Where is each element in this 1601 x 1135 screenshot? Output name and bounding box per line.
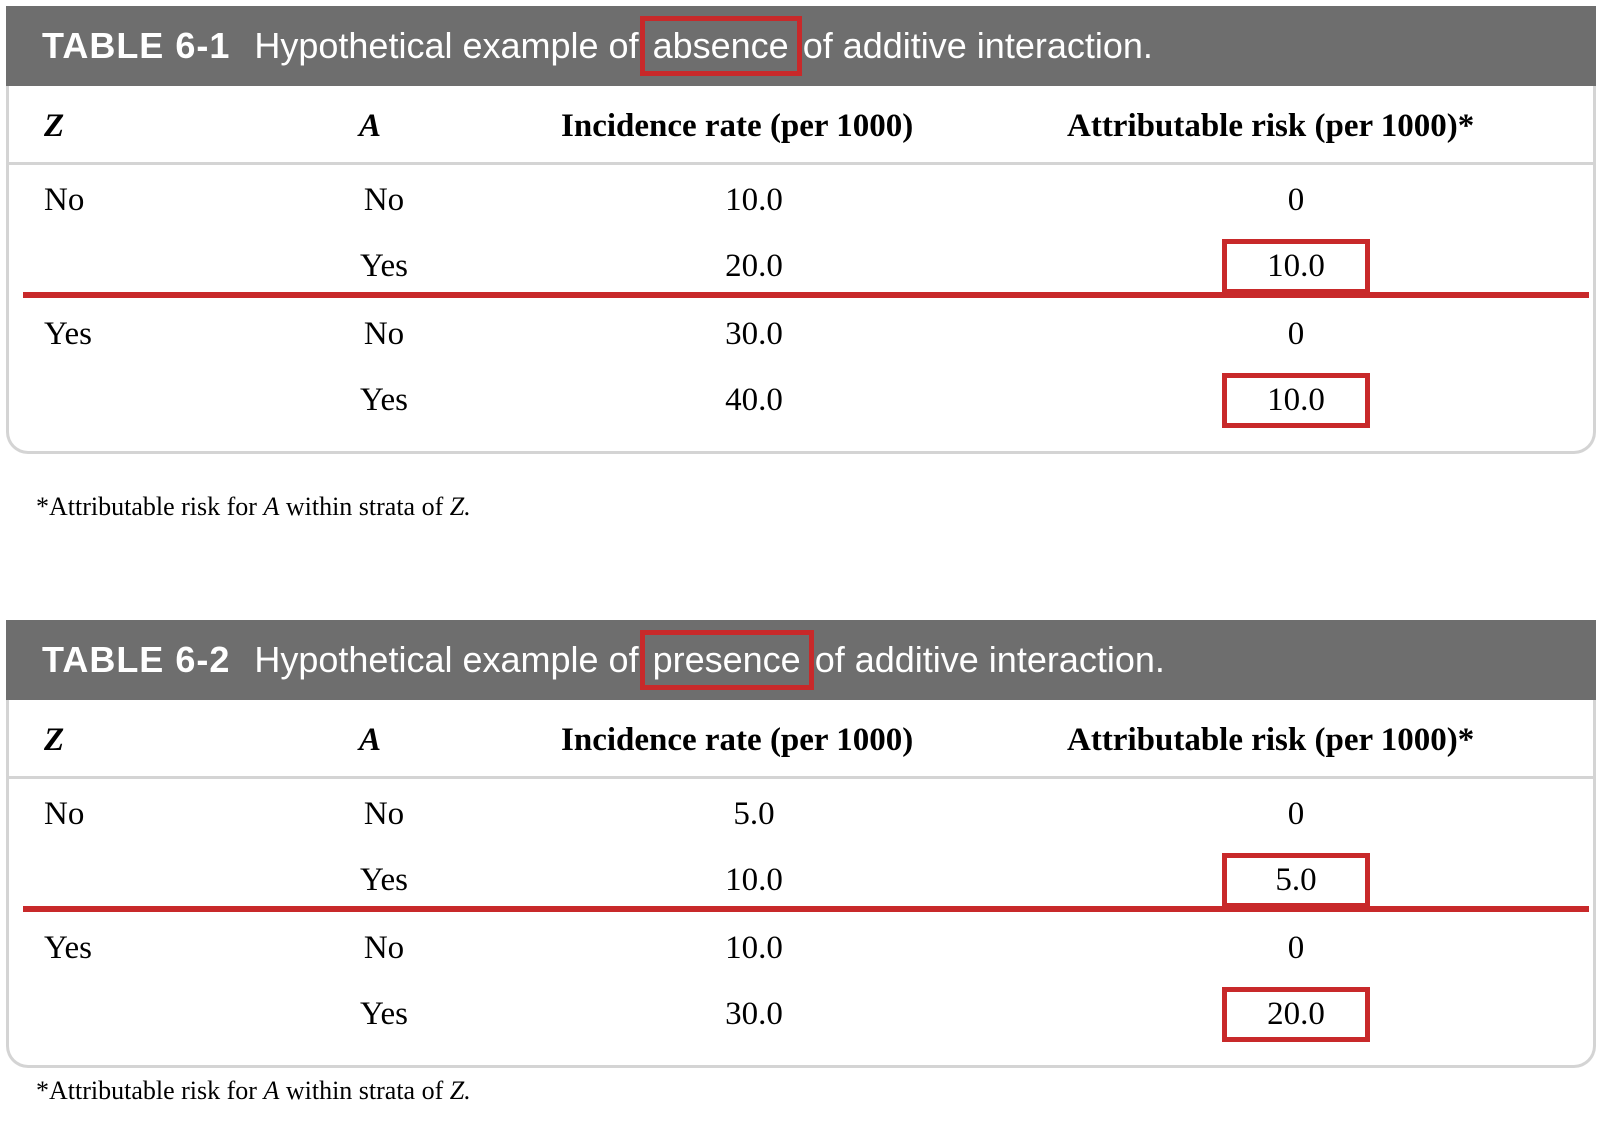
cell-attributable-risk: 0 — [1287, 316, 1305, 352]
stratum-divider — [23, 906, 1589, 912]
header-a: A — [359, 108, 382, 144]
title-text-post: of additive interaction. — [804, 639, 1165, 680]
cell-a: Yes — [359, 996, 409, 1032]
header-row: Z A Incidence rate (per 1000) Attributab… — [9, 700, 1593, 779]
table-title-bar: TABLE 6-1 Hypothetical example of absenc… — [6, 6, 1596, 86]
cell-z: No — [44, 796, 85, 832]
table-row: Yes 40.0 10.0 — [9, 368, 1593, 434]
title-highlight: absence — [639, 16, 802, 76]
cell-z: No — [44, 182, 85, 218]
footnote-mid: within strata of — [279, 1076, 450, 1105]
title-highlight: presence — [639, 630, 814, 690]
table-row: Yes No 30.0 0 — [9, 302, 1593, 368]
footnote-z: Z. — [449, 1076, 471, 1105]
table-row: No No 5.0 0 — [9, 782, 1593, 848]
cell-a: No — [363, 182, 405, 218]
header-attributable-risk: Attributable risk (per 1000)* — [1067, 108, 1475, 144]
title-text-pre: Hypothetical example of — [254, 25, 649, 66]
header-a: A — [359, 722, 382, 758]
table-row: Yes 30.0 20.0 — [9, 982, 1593, 1048]
header-incidence: Incidence rate (per 1000) — [561, 108, 914, 144]
cell-z: Yes — [44, 930, 93, 966]
table-row: Yes 10.0 5.0 — [9, 848, 1593, 914]
cell-incidence: 20.0 — [725, 248, 783, 284]
cell-a: No — [363, 316, 405, 352]
cell-incidence: 10.0 — [725, 182, 783, 218]
header-z: Z — [44, 108, 65, 144]
header-row: Z A Incidence rate (per 1000) Attributab… — [9, 86, 1593, 165]
table-row: No No 10.0 0 — [9, 168, 1593, 234]
table-number: TABLE 6-2 — [42, 639, 231, 680]
cell-attributable-risk-highlighted: 10.0 — [1222, 239, 1370, 294]
cell-incidence: 5.0 — [733, 796, 775, 832]
cell-a: No — [363, 796, 405, 832]
cell-attributable-risk-highlighted: 20.0 — [1222, 987, 1370, 1042]
footnote-pre: *Attributable risk for — [36, 492, 264, 521]
table-row: Yes No 10.0 0 — [9, 916, 1593, 982]
cell-attributable-risk: 0 — [1287, 930, 1305, 966]
cell-incidence: 10.0 — [725, 930, 783, 966]
footnote: *Attributable risk for A within strata o… — [36, 1076, 471, 1106]
cell-attributable-risk-highlighted: 5.0 — [1222, 853, 1370, 908]
cell-a: Yes — [359, 382, 409, 418]
header-incidence: Incidence rate (per 1000) — [561, 722, 914, 758]
footnote-a: A — [263, 1076, 280, 1105]
cell-attributable-risk: 0 — [1287, 182, 1305, 218]
header-attributable-risk: Attributable risk (per 1000)* — [1067, 722, 1475, 758]
cell-incidence: 30.0 — [725, 316, 783, 352]
cell-a: Yes — [359, 248, 409, 284]
footnote: *Attributable risk for A within strata o… — [36, 492, 471, 522]
cell-attributable-risk: 0 — [1287, 796, 1305, 832]
stratum-divider — [23, 292, 1589, 298]
title-text-post: of additive interaction. — [792, 25, 1153, 66]
table-6-2: TABLE 6-2 Hypothetical example of presen… — [6, 620, 1596, 1068]
footnote-z: Z. — [449, 492, 471, 521]
table-row: Yes 20.0 10.0 — [9, 234, 1593, 300]
table-title-bar: TABLE 6-2 Hypothetical example of presen… — [6, 620, 1596, 700]
table-number: TABLE 6-1 — [42, 25, 231, 66]
footnote-mid: within strata of — [279, 492, 450, 521]
cell-z: Yes — [44, 316, 93, 352]
title-text-pre: Hypothetical example of — [254, 639, 649, 680]
cell-incidence: 40.0 — [725, 382, 783, 418]
cell-incidence: 30.0 — [725, 996, 783, 1032]
table-body: Z A Incidence rate (per 1000) Attributab… — [6, 86, 1596, 454]
cell-a: Yes — [359, 862, 409, 898]
footnote-pre: *Attributable risk for — [36, 1076, 264, 1105]
cell-attributable-risk-highlighted: 10.0 — [1222, 373, 1370, 428]
table-6-1: TABLE 6-1 Hypothetical example of absenc… — [6, 6, 1596, 454]
footnote-a: A — [263, 492, 280, 521]
cell-a: No — [363, 930, 405, 966]
header-z: Z — [44, 722, 65, 758]
cell-incidence: 10.0 — [725, 862, 783, 898]
table-body: Z A Incidence rate (per 1000) Attributab… — [6, 700, 1596, 1068]
